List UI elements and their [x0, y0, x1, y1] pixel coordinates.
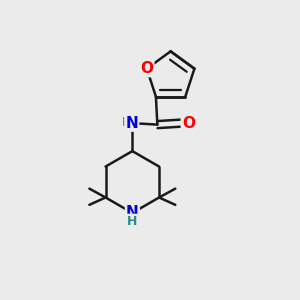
- Text: H: H: [127, 215, 137, 228]
- Text: H: H: [122, 116, 132, 129]
- Text: O: O: [182, 116, 195, 130]
- Text: N: N: [125, 116, 138, 130]
- Text: N: N: [126, 205, 139, 220]
- Text: O: O: [140, 61, 153, 76]
